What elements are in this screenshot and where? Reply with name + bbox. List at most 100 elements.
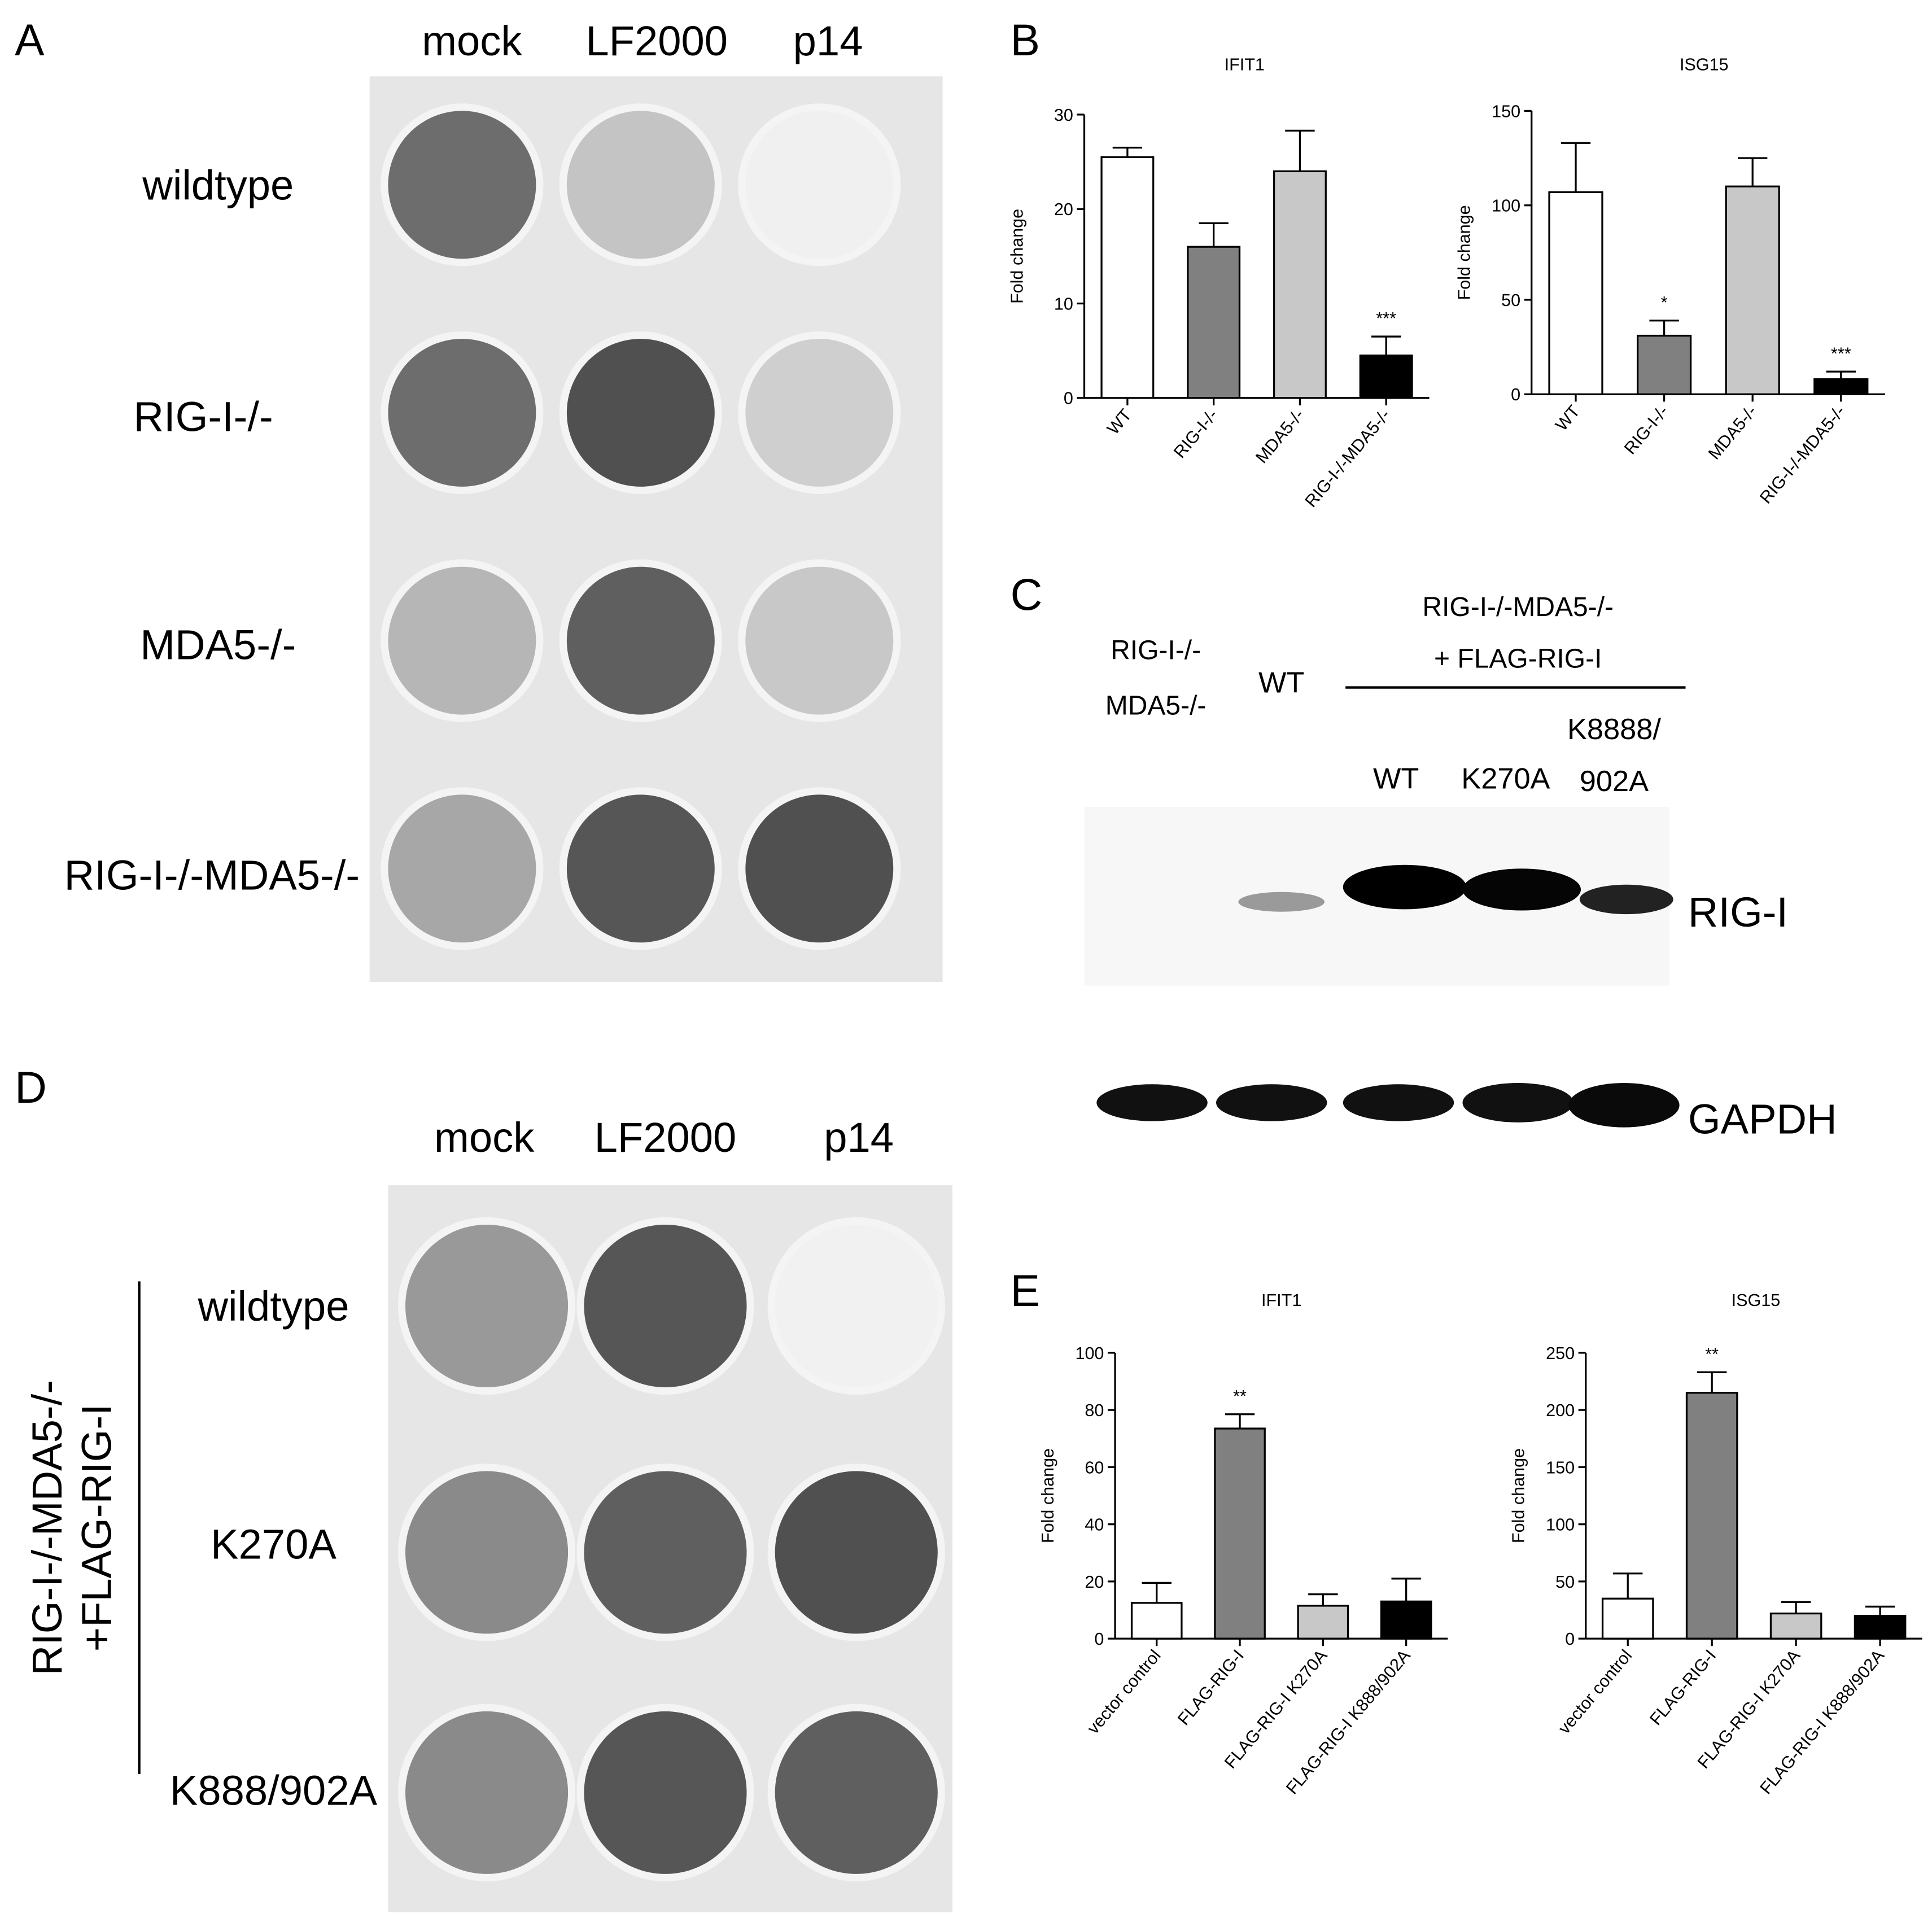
x-tick-label: FLAG-RIG-I <box>1174 1646 1248 1729</box>
band <box>1568 1083 1680 1128</box>
lane-label: WT <box>1258 666 1304 699</box>
band <box>1343 864 1467 910</box>
well-plaques <box>388 566 536 715</box>
y-tick-label: 250 <box>1546 1344 1575 1363</box>
x-tick-label: MDA5-/- <box>1704 401 1760 463</box>
y-tick-label: 150 <box>1546 1458 1575 1477</box>
well-plaques <box>566 566 715 715</box>
well-plaques <box>388 794 536 943</box>
well-plaques <box>566 794 715 943</box>
well-plaques <box>745 339 894 487</box>
column-label: p14 <box>824 1114 894 1161</box>
bar <box>1601 1597 1654 1640</box>
well-plaques <box>566 111 715 259</box>
y-axis-label: Fold change <box>1038 1448 1057 1543</box>
bar <box>1100 156 1155 399</box>
well-plaques <box>775 1471 938 1634</box>
y-tick-label: 150 <box>1492 102 1520 121</box>
panel-label: B <box>1011 15 1040 65</box>
significance: ** <box>1705 1344 1719 1364</box>
y-tick-label: 60 <box>1085 1458 1104 1477</box>
y-tick-label: 50 <box>1501 291 1520 310</box>
band <box>1579 884 1673 915</box>
well-plaques <box>775 1224 938 1387</box>
y-tick-label: 10 <box>1054 294 1073 313</box>
band <box>1096 1084 1208 1121</box>
x-tick-label: vector control <box>1554 1646 1636 1737</box>
well-plaques <box>566 339 715 487</box>
x-tick-label: RIG-I-/-MDA5-/- <box>1756 401 1849 507</box>
y-tick-label: 50 <box>1555 1572 1575 1592</box>
bar <box>1214 1427 1266 1640</box>
bar <box>1380 1600 1432 1640</box>
chart-title: ISG15 <box>1732 1291 1781 1310</box>
x-tick-label: vector control <box>1083 1646 1165 1737</box>
panel-label: A <box>15 15 45 65</box>
well-plaques <box>584 1711 747 1874</box>
y-tick-label: 0 <box>1064 389 1073 408</box>
group-label: RIG-I-/-MDA5-/- <box>1422 592 1614 622</box>
column-label: LF2000 <box>585 18 728 64</box>
y-tick-label: 200 <box>1546 1401 1575 1420</box>
lane-label: WT <box>1373 763 1419 796</box>
column-label: mock <box>422 18 522 64</box>
lane-label: K270A <box>1461 763 1550 796</box>
lane-label: K8888/ <box>1567 713 1661 746</box>
bar <box>1813 378 1869 395</box>
panel-label: C <box>1011 570 1043 619</box>
y-axis-label: Fold change <box>1007 209 1026 304</box>
band <box>1462 868 1581 911</box>
band <box>1462 1083 1573 1122</box>
significance: * <box>1661 293 1668 312</box>
y-tick-label: 0 <box>1511 385 1520 404</box>
y-tick-label: 80 <box>1085 1401 1104 1420</box>
band-label: RIG-I <box>1688 889 1788 936</box>
y-tick-label: 20 <box>1054 200 1073 219</box>
y-axis-label: Fold change <box>1455 205 1474 300</box>
band-label: GAPDH <box>1688 1095 1837 1142</box>
y-tick-label: 20 <box>1085 1572 1104 1592</box>
column-label: LF2000 <box>595 1114 737 1161</box>
well-plaques <box>584 1471 747 1634</box>
bar <box>1187 246 1241 399</box>
bar <box>1359 354 1413 399</box>
lane-label: 902A <box>1580 765 1649 798</box>
y-tick-label: 0 <box>1094 1630 1104 1649</box>
panel-label: D <box>15 1063 47 1112</box>
well-plaques <box>388 111 536 259</box>
bar <box>1854 1614 1907 1640</box>
chart-title: IFIT1 <box>1261 1291 1301 1310</box>
lane-label: RIG-I-/- <box>1111 635 1201 665</box>
column-label: mock <box>434 1114 535 1161</box>
x-tick-label: FLAG-RIG-I <box>1646 1646 1720 1729</box>
well-plaques <box>745 566 894 715</box>
column-label: p14 <box>793 18 863 64</box>
y-tick-label: 100 <box>1075 1344 1104 1363</box>
y-axis-label: Fold change <box>1509 1448 1528 1543</box>
y-tick-label: 100 <box>1492 196 1520 216</box>
well-plaques <box>388 339 536 487</box>
significance: *** <box>1831 344 1851 363</box>
row-label: wildtype <box>142 161 294 208</box>
bar <box>1725 185 1780 395</box>
row-label: MDA5-/- <box>140 621 296 668</box>
row-label: RIG-I-/-MDA5-/- <box>64 851 360 898</box>
significance: ** <box>1233 1387 1247 1406</box>
bar <box>1273 170 1327 399</box>
y-tick-label: 100 <box>1546 1515 1575 1535</box>
x-tick-label: WT <box>1103 405 1135 438</box>
side-label: +FLAG-RIG-I <box>73 1404 120 1652</box>
band <box>1216 1084 1327 1121</box>
x-tick-label: MDA5-/- <box>1252 405 1308 467</box>
bar <box>1769 1612 1822 1640</box>
well-plaques <box>775 1711 938 1874</box>
bar <box>1636 334 1692 395</box>
bar <box>1548 191 1603 395</box>
bar <box>1130 1602 1183 1640</box>
y-tick-label: 40 <box>1085 1515 1104 1535</box>
x-tick-label: RIG-I-/- <box>1170 405 1221 462</box>
side-label: RIG-I-/-MDA5-/- <box>24 1380 71 1675</box>
well-plaques <box>745 794 894 943</box>
y-tick-label: 0 <box>1565 1630 1575 1649</box>
